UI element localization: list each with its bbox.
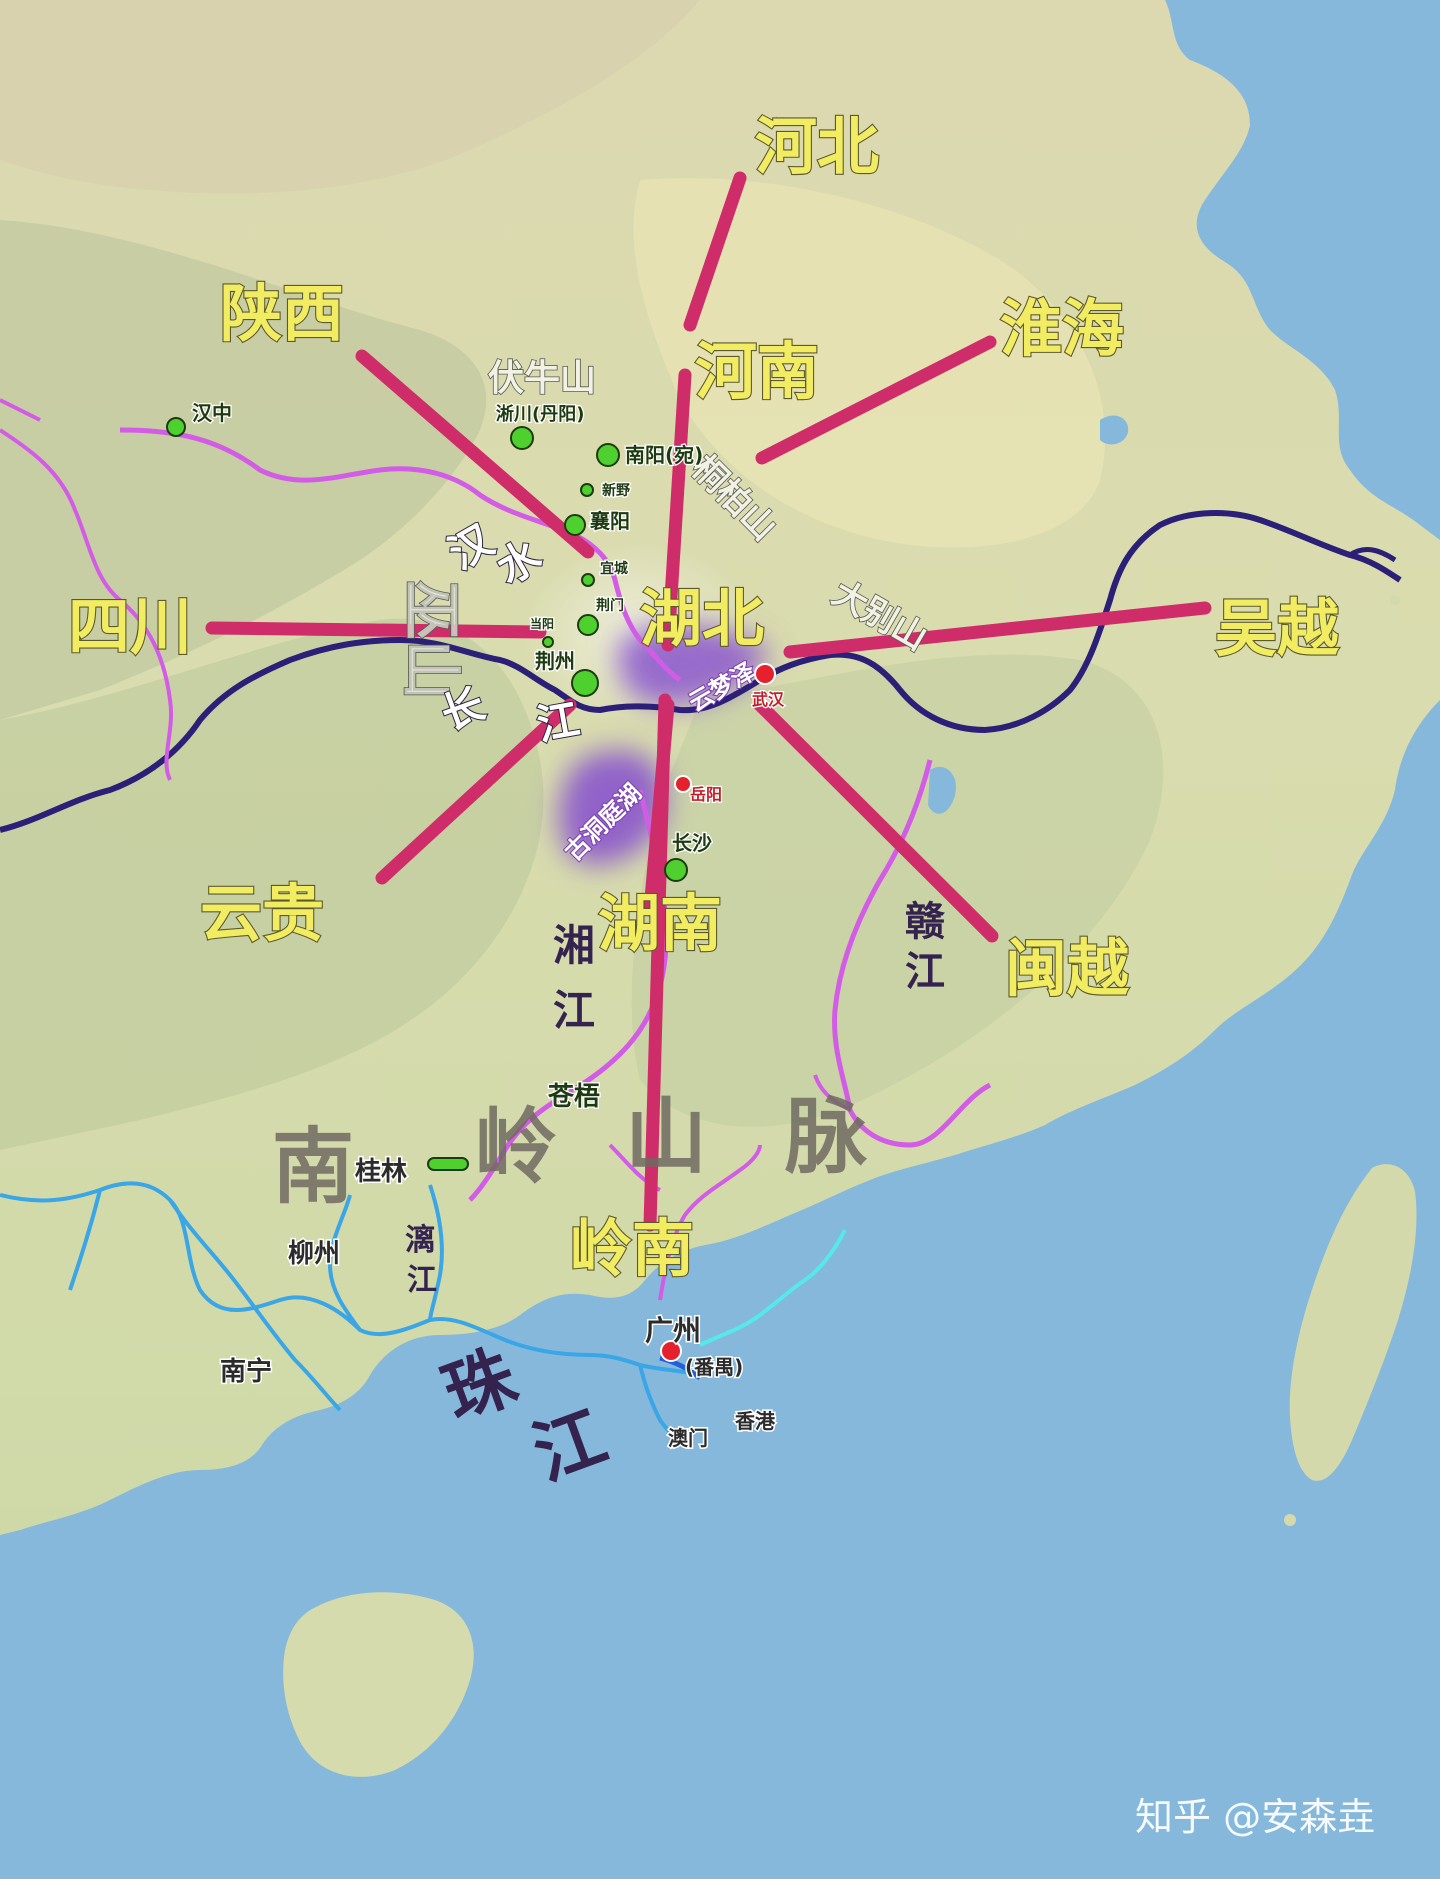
spoke-wuyue (783, 601, 1212, 659)
spoke-shaanxi (355, 349, 595, 559)
hainan-island (283, 1592, 474, 1777)
taiwan-island (1289, 1164, 1417, 1481)
place-label-yueyang: 岳阳 (690, 785, 722, 804)
place-label-changsha: 长沙 (672, 831, 712, 855)
region-label-henan: 河南 (695, 335, 819, 408)
place-marker-xinye (580, 483, 594, 497)
lake-poyang (928, 766, 956, 814)
place-label-guangzhou: 广州 (645, 1314, 701, 1347)
place-label-nanyang: 南阳(宛) (625, 443, 703, 467)
watermark: 知乎 @安森垚 (1135, 1795, 1375, 1839)
place-marker-hanzhong (166, 417, 186, 437)
region-label-huaihai: 淮海 (1000, 292, 1124, 365)
place-label-wuhan: 武汉 (752, 690, 785, 709)
place-label-aomen: 澳门 (668, 1426, 708, 1450)
place-marker-xichuan (510, 426, 534, 450)
region-label-yungui: 云贵 (200, 877, 324, 950)
mountain-label-wu: 巫山 (395, 580, 465, 700)
pearl-tributary (168, 1198, 342, 1412)
bei-river (658, 1144, 762, 1301)
han-river (119, 427, 682, 683)
region-label-wuyue: 吴越 (1215, 592, 1340, 665)
place-marker-wuhan (754, 663, 776, 685)
river-label-li-2: 江 (407, 1263, 437, 1298)
gan-tributary (813, 1074, 851, 1112)
place-label-panyu: (番禺) (685, 1355, 743, 1379)
spoke-hebei (683, 171, 747, 332)
place-label-nanning: 南宁 (220, 1356, 272, 1387)
region-label-hebei: 河北 (755, 110, 879, 183)
tributary (0, 398, 41, 422)
pearl-tributary (68, 1189, 102, 1291)
place-label-dangyang: 当阳 (530, 616, 554, 631)
place-marker-nanyang (596, 443, 620, 467)
spoke-sichuan (205, 621, 547, 639)
river-label-xiang-2: 江 (553, 986, 595, 1035)
river-label-chang-2: 江 (533, 694, 583, 750)
pearl-tributary (327, 1194, 362, 1332)
li-river (428, 1184, 444, 1321)
place-label-xiangyang: 襄阳 (589, 509, 630, 533)
place-marker-jingzhou (571, 669, 599, 697)
lake-hongze (1100, 415, 1129, 445)
place-marker-xiangyang (564, 514, 586, 536)
mountain-label-nanling-3: 山 (625, 1089, 707, 1185)
region-label-shaanxi: 陕西 (220, 277, 344, 350)
place-label-guilin: 桂林 (355, 1157, 407, 1187)
region-label-hunan: 湖南 (598, 887, 722, 960)
river-label-gan-2: 江 (905, 948, 945, 995)
place-label-jingzhou: 荆州 (535, 649, 575, 673)
river-label-xiang-1: 湘 (553, 921, 595, 970)
place-marker-guangzhou (660, 1340, 682, 1362)
spoke-minyue (753, 698, 999, 943)
terrain-southeast (631, 654, 1164, 1127)
terrain-plain (633, 178, 1106, 548)
mountain-label-funiu: 伏牛山 (488, 358, 596, 399)
terrain-southwest (0, 618, 544, 1150)
spoke-huaihai (755, 335, 997, 465)
place-label-liuzhou: 柳州 (288, 1239, 340, 1269)
pearl-delta-branch (638, 1364, 691, 1447)
region-label-hubei: 湖北 (640, 582, 764, 655)
east-river (699, 1229, 847, 1347)
lake-yunmengze (618, 623, 770, 706)
gan-river (832, 759, 992, 1148)
island (1284, 1514, 1296, 1526)
place-marker-jingmen (577, 614, 599, 636)
place-label-jingmen: 荆门 (596, 597, 624, 614)
river-label-li-1: 漓 (405, 1223, 435, 1258)
place-label-xianggang: 香港 (735, 1409, 776, 1433)
place-marker-guilin (427, 1157, 469, 1171)
spoke-henan (661, 368, 692, 652)
terrain-northwest (0, 220, 487, 720)
lake-dongting (558, 750, 666, 866)
pearl-river (0, 1181, 641, 1367)
mountain-label-nanling-1: 南 (272, 1119, 354, 1215)
spoke-yungui (375, 698, 577, 885)
mountain-label-nanling-2: 岭 (475, 1099, 557, 1195)
place-label-yicheng: 宜城 (600, 560, 628, 577)
place-label-cangwu: 苍梧 (547, 1082, 600, 1112)
region-label-lingnan: 岭南 (570, 1212, 694, 1285)
spoke-lingnan (643, 693, 672, 1232)
region-label-minyue: 闽越 (1005, 932, 1130, 1005)
place-label-xinye: 新野 (602, 482, 630, 499)
terrain-loess (0, 0, 700, 194)
place-label-xichuan: 淅川(丹阳) (496, 404, 584, 425)
place-marker-yicheng (581, 573, 595, 587)
tributary (0, 428, 173, 781)
mountain-label-nanling-4: 脉 (785, 1089, 868, 1185)
place-marker-yueyang (674, 775, 692, 793)
place-marker-dangyang (542, 636, 554, 648)
region-label-sichuan: 四川 (68, 590, 192, 663)
place-label-hanzhong: 汉中 (192, 401, 232, 425)
place-marker-changsha (664, 858, 688, 882)
yangtze-mouth-branch (1348, 547, 1397, 563)
river-label-gan-1: 赣 (905, 898, 946, 945)
island (1390, 595, 1400, 605)
